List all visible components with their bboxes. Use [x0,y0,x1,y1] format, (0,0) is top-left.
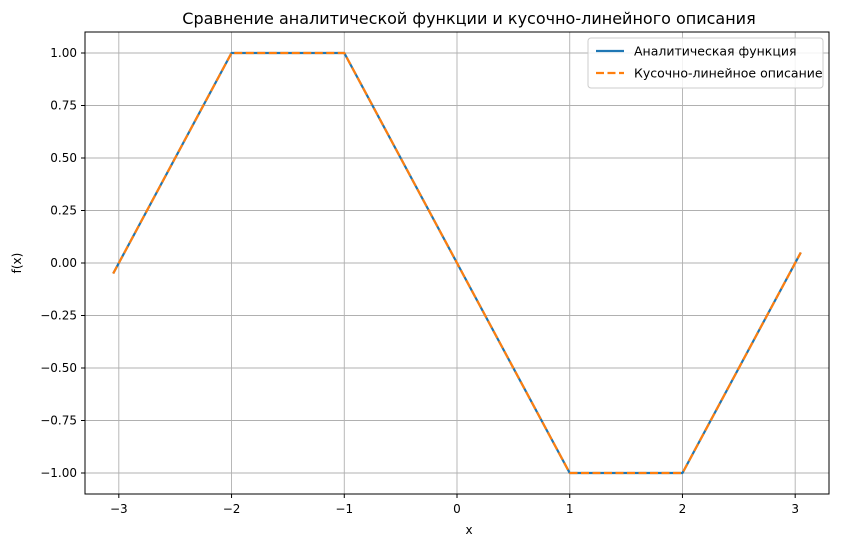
y-tick-label: 0.25 [50,204,77,218]
x-tick-label: −3 [110,502,128,516]
y-tick-label: −0.25 [40,309,77,323]
y-tick-label: 0.50 [50,151,77,165]
x-tick-label: −1 [335,502,353,516]
x-tick-label: 3 [791,502,799,516]
x-axis-label: x [465,523,472,537]
y-tick-label: −0.75 [40,414,77,428]
series-line-2 [112,51,802,475]
y-axis: 1.00 0.75 0.50 0.25 0.00 −0.25 −0.50 −0.75 −1.00 [40,46,85,480]
y-tick-label: −0.50 [40,361,77,375]
x-axis: −3 −2 −1 0 1 2 3 [110,494,799,516]
x-tick-label: 0 [453,502,461,516]
x-tick-label: −2 [223,502,241,516]
legend-label-1: Аналитическая функция [634,44,797,59]
series-layer [112,51,802,475]
y-tick-label: 0.75 [50,99,77,113]
legend-box [587,37,824,89]
grid [85,32,829,494]
y-tick-label: 0.00 [50,256,77,270]
y-tick-label: −1.00 [40,466,77,480]
y-tick-label: 1.00 [50,46,77,60]
legend: Аналитическая функция Кусочно-линейное оп… [587,37,824,89]
y-axis-label: f(x) [10,253,24,274]
x-tick-label: 1 [566,502,574,516]
chart-title: Сравнение аналитической функции и кусочн… [182,9,755,28]
x-tick-label: 2 [679,502,687,516]
legend-label-2: Кусочно-линейное описание [634,66,823,81]
